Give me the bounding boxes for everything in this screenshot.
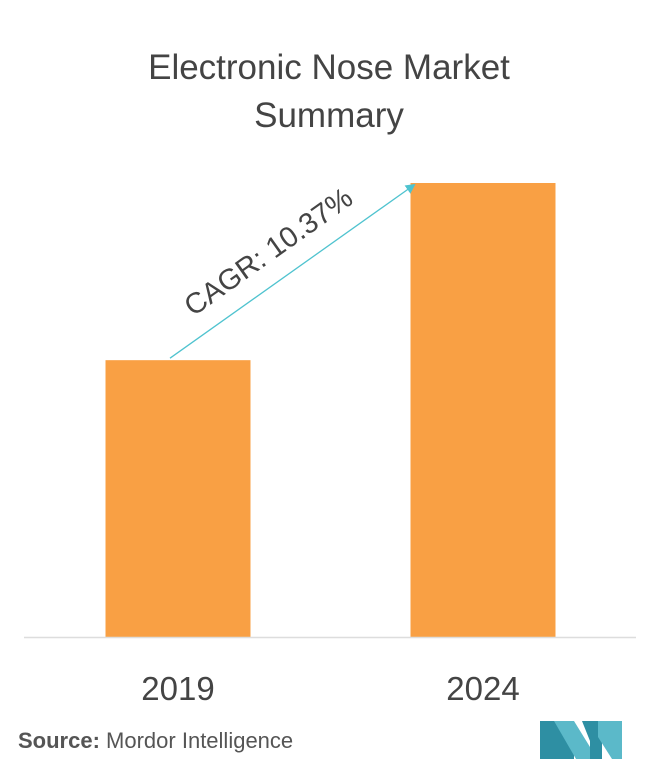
- cagr-label: CAGR: 10.37%: [179, 182, 359, 323]
- x-tick-label-2024: 2024: [446, 670, 519, 707]
- source-note: Source: Mordor Intelligence: [18, 728, 293, 754]
- bar-2024: [410, 183, 556, 637]
- x-tick-label-2019: 2019: [141, 670, 214, 707]
- bar-2019: [105, 360, 251, 637]
- source-label: Source:: [18, 728, 100, 753]
- mordor-intelligence-logo-icon: [540, 721, 622, 759]
- source-text: Mordor Intelligence: [106, 728, 294, 753]
- chart-title: Electronic Nose Market Summary: [0, 44, 658, 140]
- cagr-arrow: [169, 183, 416, 359]
- chart-title-line-2: Summary: [254, 96, 404, 135]
- chart-title-line-1: Electronic Nose Market: [148, 48, 510, 87]
